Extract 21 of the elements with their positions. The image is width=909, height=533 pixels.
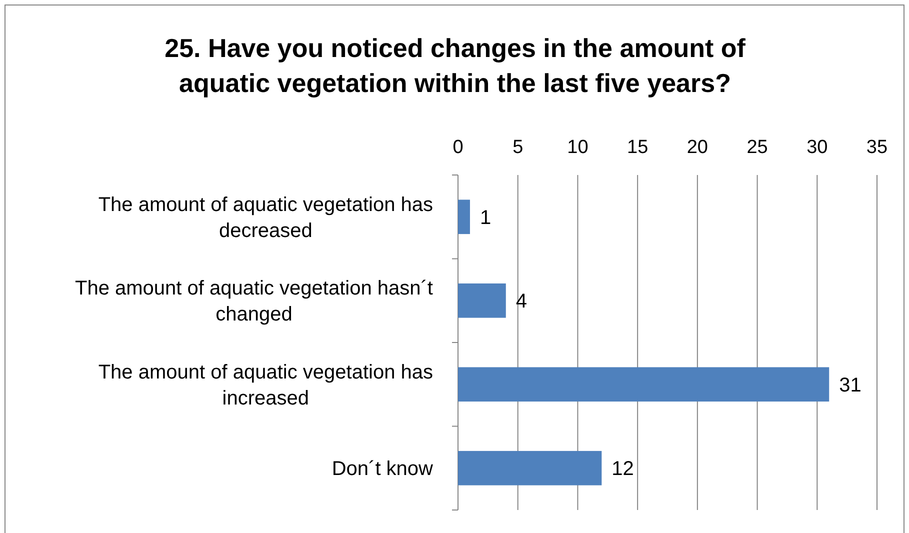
data-label: 12 [612,458,634,480]
y-tick-label: The amount of aquatic vegetation has increased [98,361,433,410]
y-tick-label: The amount of aquatic vegetation hasn´t changed [74,278,434,326]
y-tick-label: Don´t know [332,458,434,480]
x-tick-label: 0 [452,137,464,158]
chart-title: 25. Have you noticed changes in the amount of aquatic vegetation within the last five years? [164,33,746,98]
data-label: 31 [839,374,862,396]
data-label: 1 [480,206,492,229]
bar [458,200,470,234]
data-label: 4 [516,290,528,313]
bar [458,367,830,402]
x-tick-label: 35 [866,137,888,158]
x-tick-label: 25 [746,137,768,158]
y-tick-label: The amount of aquatic vegetation has decreased [98,194,433,242]
x-tick-label: 10 [567,137,588,158]
bar [458,283,506,318]
x-tick-label: 30 [806,137,828,158]
x-tick-label: 15 [627,137,648,158]
x-tick-label: 20 [686,137,708,158]
bar [458,450,602,486]
x-tick-label: 5 [512,137,524,158]
